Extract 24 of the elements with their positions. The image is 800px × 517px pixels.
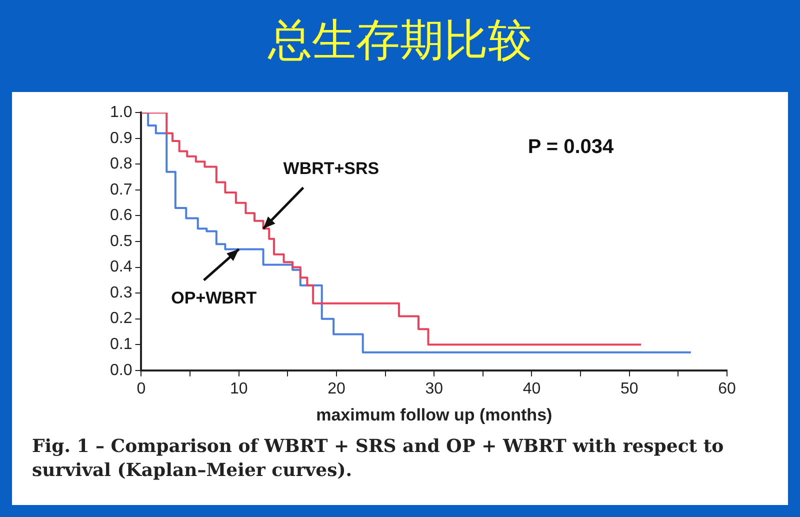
y-tick-label: 0.2	[110, 310, 132, 328]
x-axis-title: maximum follow up (months)	[316, 405, 552, 424]
chart-title: 总生存期比较	[266, 14, 533, 68]
caption: Fig. 1 – Comparison of WBRT + SRS and OP + WBRT with respect to survival (Kaplan–Meier curves).	[32, 435, 725, 483]
annotation: OP+WBRT	[171, 288, 258, 308]
y-tick-label: 0.4	[110, 258, 132, 276]
x-tick-label: 0	[136, 380, 146, 398]
y-tick-label: 0.5	[110, 232, 132, 250]
y-tick-label: 0.0	[110, 362, 132, 379]
x-tick-label: 50	[620, 380, 638, 398]
x-tick-label: 20	[328, 380, 346, 398]
y-tick-label: 0.3	[110, 284, 132, 302]
y-tick-label: 0.7	[110, 181, 132, 198]
annotation: WBRT+SRS	[283, 158, 380, 178]
y-tick-label: 0.9	[110, 130, 132, 147]
annotation: P = 0.034	[528, 136, 615, 158]
y-tick-label: 0.8	[110, 156, 132, 173]
x-tick-label: 30	[425, 380, 444, 398]
y-tick-label: 0.6	[110, 207, 132, 224]
y-tick-label: 1.0	[110, 104, 132, 122]
x-tick-label: 10	[230, 380, 248, 398]
x-tick-label: 40	[522, 380, 541, 398]
x-tick-label: 60	[718, 380, 736, 398]
y-tick-label: 0.1	[110, 336, 132, 354]
